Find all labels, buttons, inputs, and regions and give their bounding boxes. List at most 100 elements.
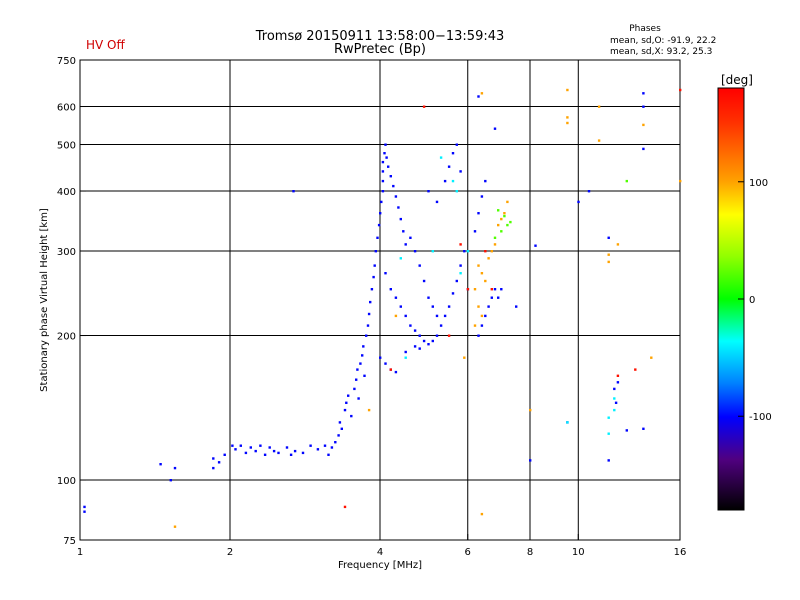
data-point (497, 209, 500, 212)
data-point (350, 414, 353, 418)
data-point (616, 381, 620, 384)
data-point (614, 401, 618, 404)
data-point (263, 453, 267, 456)
data-point (431, 339, 434, 343)
data-point (353, 387, 356, 391)
data-point (506, 223, 509, 227)
data-point (625, 429, 628, 432)
data-point (404, 314, 407, 318)
data-point (487, 257, 490, 260)
data-point (607, 236, 610, 239)
data-point (173, 466, 177, 470)
data-point (493, 243, 497, 246)
x-tick-label: 16 (674, 547, 687, 558)
data-point (473, 288, 477, 291)
data-point (357, 397, 360, 400)
data-point (409, 236, 412, 239)
data-point (613, 387, 616, 391)
data-point (431, 305, 434, 308)
data-point (459, 264, 462, 267)
data-point (355, 378, 358, 381)
data-point (379, 356, 382, 359)
data-point (431, 250, 434, 253)
data-point (642, 92, 645, 95)
data-point (83, 510, 86, 513)
data-point (272, 449, 276, 453)
data-point (327, 453, 330, 456)
data-point (254, 449, 257, 453)
data-point (500, 230, 503, 233)
data-point (389, 175, 392, 178)
data-point (597, 105, 601, 108)
data-point (443, 314, 447, 318)
colorbar-tick-label: 0 (749, 295, 755, 306)
data-point (607, 253, 610, 256)
data-point (435, 200, 439, 204)
data-point (455, 190, 458, 193)
data-point (503, 214, 506, 218)
data-point (477, 95, 480, 98)
data-point (439, 156, 443, 159)
data-point (480, 314, 484, 318)
data-point (439, 324, 443, 327)
data-point (455, 143, 458, 146)
data-point (361, 354, 364, 357)
data-point (459, 272, 462, 275)
data-point (577, 200, 580, 204)
data-point (607, 416, 610, 419)
data-point (377, 223, 381, 227)
data-point (384, 272, 387, 275)
data-point (380, 200, 383, 204)
data-point (597, 139, 601, 142)
chart-title: Tromsø 20150911 13:58:00−13:59:43 (255, 29, 505, 44)
chart-subtitle: RwPretec (Bp) (334, 42, 426, 57)
data-point (359, 362, 362, 365)
data-point (484, 250, 487, 253)
data-point (566, 116, 569, 119)
data-point (503, 212, 506, 215)
hv-status-label: HV Off (86, 38, 125, 52)
y-tick-label: 300 (57, 247, 76, 258)
data-point (217, 461, 221, 464)
data-point (394, 195, 398, 198)
data-point (529, 408, 532, 412)
data-point (616, 374, 620, 377)
data-point (223, 453, 226, 456)
data-point (497, 296, 500, 299)
data-point (642, 123, 645, 127)
data-point (473, 324, 477, 327)
data-point (389, 368, 392, 371)
data-point (463, 356, 466, 359)
data-point (374, 250, 377, 253)
data-point (399, 217, 402, 221)
data-point (679, 179, 682, 183)
data-point (493, 236, 497, 239)
data-point (490, 250, 493, 253)
data-point (356, 368, 359, 371)
x-tick-label: 8 (527, 547, 533, 558)
data-point (529, 459, 532, 462)
data-point (455, 279, 458, 283)
data-point (435, 314, 439, 318)
data-point (484, 314, 487, 318)
data-point (309, 444, 312, 447)
data-point (650, 356, 653, 359)
data-point (399, 305, 402, 308)
data-point (404, 356, 407, 359)
data-point (484, 279, 487, 283)
data-point (427, 343, 430, 346)
data-point (363, 374, 366, 377)
data-point (422, 105, 426, 108)
data-point (490, 288, 493, 291)
data-point (480, 272, 484, 275)
data-point (384, 143, 387, 146)
data-point (404, 243, 407, 246)
data-point (376, 236, 379, 239)
data-point (413, 250, 417, 253)
data-point (422, 339, 426, 343)
data-point (451, 292, 455, 295)
data-point (381, 190, 385, 193)
data-point (402, 230, 405, 233)
data-point (338, 421, 342, 424)
data-point (369, 300, 372, 304)
